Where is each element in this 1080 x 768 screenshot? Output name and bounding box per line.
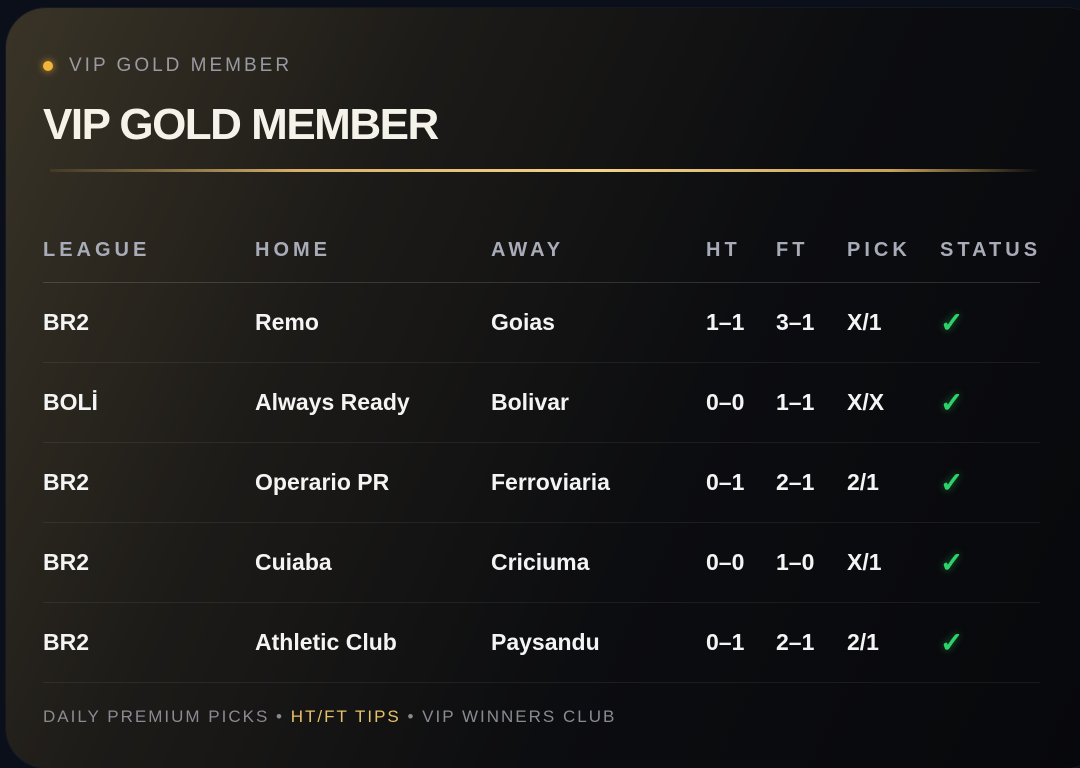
cell-league: BOLİ [43,389,98,415]
cell-away: Criciuma [491,549,590,575]
eyebrow: VIP GOLD MEMBER [43,55,292,77]
cell-ht: 0–0 [706,549,745,575]
check-icon: ✓ [940,387,964,418]
header-ft: FT [776,239,809,261]
cell-home: Athletic Club [255,629,397,655]
page-title: VIP GOLD MEMBER [43,100,439,149]
cell-league: BR2 [43,549,90,575]
footer-part1: DAILY PREMIUM PICKS [43,707,270,726]
cell-ht: 0–1 [706,629,745,655]
picks-table: LEAGUE HOME AWAY HT FT PICK STATUS BR2 Re… [43,230,1040,683]
cell-pick: X/1 [847,549,882,575]
cell-pick: X/X [847,389,885,415]
gold-dot-icon [43,61,53,71]
header-home: HOME [255,239,331,261]
cell-pick: X/1 [847,309,882,335]
cell-ht: 0–1 [706,469,745,495]
footer-part3: VIP WINNERS CLUB [422,707,617,726]
header-league: LEAGUE [43,239,151,261]
cell-ft: 3–1 [776,309,815,335]
footer-highlight: HT/FT TIPS [290,707,401,726]
table-row: BR2 Remo Goias 1–1 3–1 X/1 ✓ [43,283,1040,363]
check-icon: ✓ [940,627,964,658]
table-row: BR2 Athletic Club Paysandu 0–1 2–1 2/1 ✓ [43,603,1040,683]
cell-home: Operario PR [255,469,390,495]
header-pick: PICK [847,239,911,261]
cell-ft: 2–1 [776,469,815,495]
cell-pick: 2/1 [847,629,879,655]
cell-ft: 1–0 [776,549,815,575]
cell-league: BR2 [43,629,90,655]
cell-away: Goias [491,309,555,335]
cell-ht: 1–1 [706,309,745,335]
footer-separator: • [269,707,291,726]
cell-ft: 1–1 [776,389,815,415]
cell-league: BR2 [43,309,90,335]
table-row: BOLİ Always Ready Bolivar 0–0 1–1 X/X ✓ [43,363,1040,443]
cell-pick: 2/1 [847,469,879,495]
footer-tagline: DAILY PREMIUM PICKS • HT/FT TIPS • VIP W… [43,707,616,727]
cell-ht: 0–0 [706,389,745,415]
table-row: BR2 Operario PR Ferroviaria 0–1 2–1 2/1 ✓ [43,443,1040,523]
eyebrow-label: VIP GOLD MEMBER [69,55,293,76]
header-away: AWAY [491,239,565,261]
cell-away: Bolivar [491,389,569,415]
cell-home: Remo [255,309,319,335]
table-header: LEAGUE HOME AWAY HT FT PICK STATUS [43,230,1040,283]
cell-away: Ferroviaria [491,469,610,495]
header-ht: HT [706,239,741,261]
vip-card [6,8,1080,768]
cell-league: BR2 [43,469,90,495]
cell-ft: 2–1 [776,629,815,655]
gold-divider [50,169,1040,172]
cell-away: Paysandu [491,629,600,655]
check-icon: ✓ [940,547,964,578]
header-status: STATUS [940,239,1042,261]
table-row: BR2 Cuiaba Criciuma 0–0 1–0 X/1 ✓ [43,523,1040,603]
footer-separator: • [400,707,423,726]
check-icon: ✓ [940,307,964,338]
cell-home: Always Ready [255,389,410,415]
check-icon: ✓ [940,467,964,498]
cell-home: Cuiaba [255,549,332,575]
